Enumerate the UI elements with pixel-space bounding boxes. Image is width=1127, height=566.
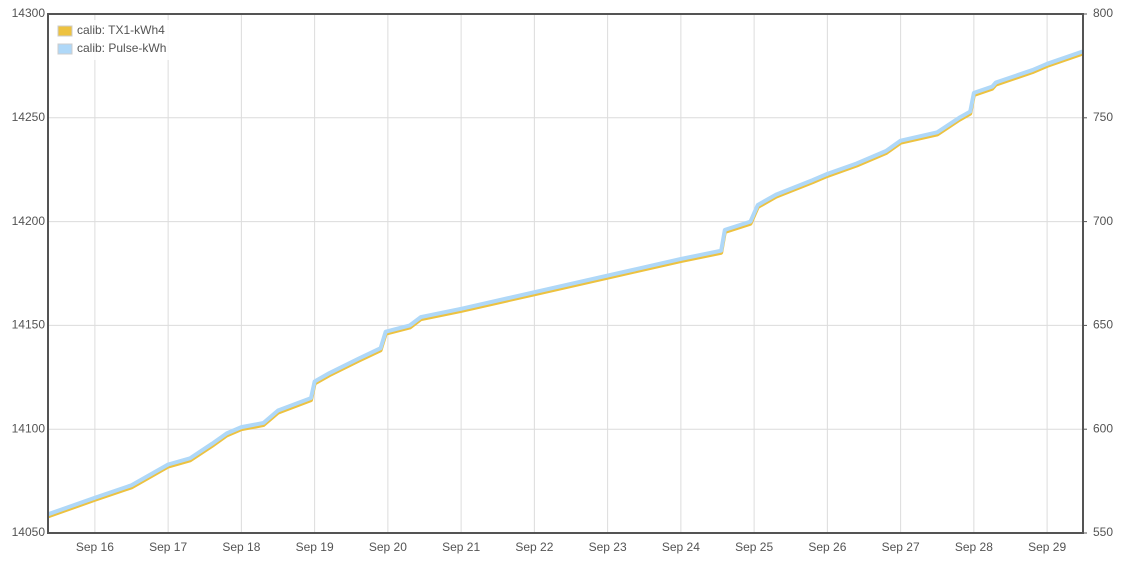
x-tick-label: Sep 25 [735, 540, 773, 554]
x-tick-label: Sep 29 [1028, 540, 1066, 554]
x-tick-label: Sep 16 [76, 540, 114, 554]
legend-bg [54, 20, 184, 60]
x-tick-label: Sep 26 [808, 540, 846, 554]
y-tick-label: 14300 [12, 6, 46, 20]
y-tick-label: 14050 [12, 525, 46, 539]
x-tick-label: Sep 22 [515, 540, 553, 554]
x-tick-label: Sep 18 [222, 540, 260, 554]
y-tick-label: 14250 [12, 110, 46, 124]
legend-label: calib: Pulse-kWh [77, 41, 166, 55]
plot-border [47, 13, 1084, 534]
y2-tick-label: 800 [1093, 6, 1113, 20]
x-tick-label: Sep 27 [882, 540, 920, 554]
y-tick-label: 14100 [12, 421, 46, 435]
y2-tick-label: 750 [1093, 110, 1113, 124]
y-tick-label: 14150 [12, 318, 46, 332]
x-tick-label: Sep 23 [589, 540, 627, 554]
x-tick-label: Sep 19 [296, 540, 334, 554]
x-tick-label: Sep 28 [955, 540, 993, 554]
legend-label: calib: TX1-kWh4 [77, 23, 165, 37]
y2-tick-label: 550 [1093, 525, 1113, 539]
data-line [47, 49, 1084, 517]
x-tick-label: Sep 17 [149, 540, 187, 554]
legend: calib: TX1-kWh4 calib: Pulse-kWh [54, 20, 184, 60]
x-tick-label: Sep 24 [662, 540, 700, 554]
y2-tick-label: 600 [1093, 421, 1113, 435]
y2-tick-label: 700 [1093, 214, 1113, 228]
y-tick-label: 14200 [12, 214, 46, 228]
y2-tick-label: 650 [1093, 318, 1113, 332]
x-tick-label: Sep 20 [369, 540, 407, 554]
legend-swatch [57, 25, 73, 37]
legend-swatch [57, 43, 73, 55]
x-tick-label: Sep 21 [442, 540, 480, 554]
